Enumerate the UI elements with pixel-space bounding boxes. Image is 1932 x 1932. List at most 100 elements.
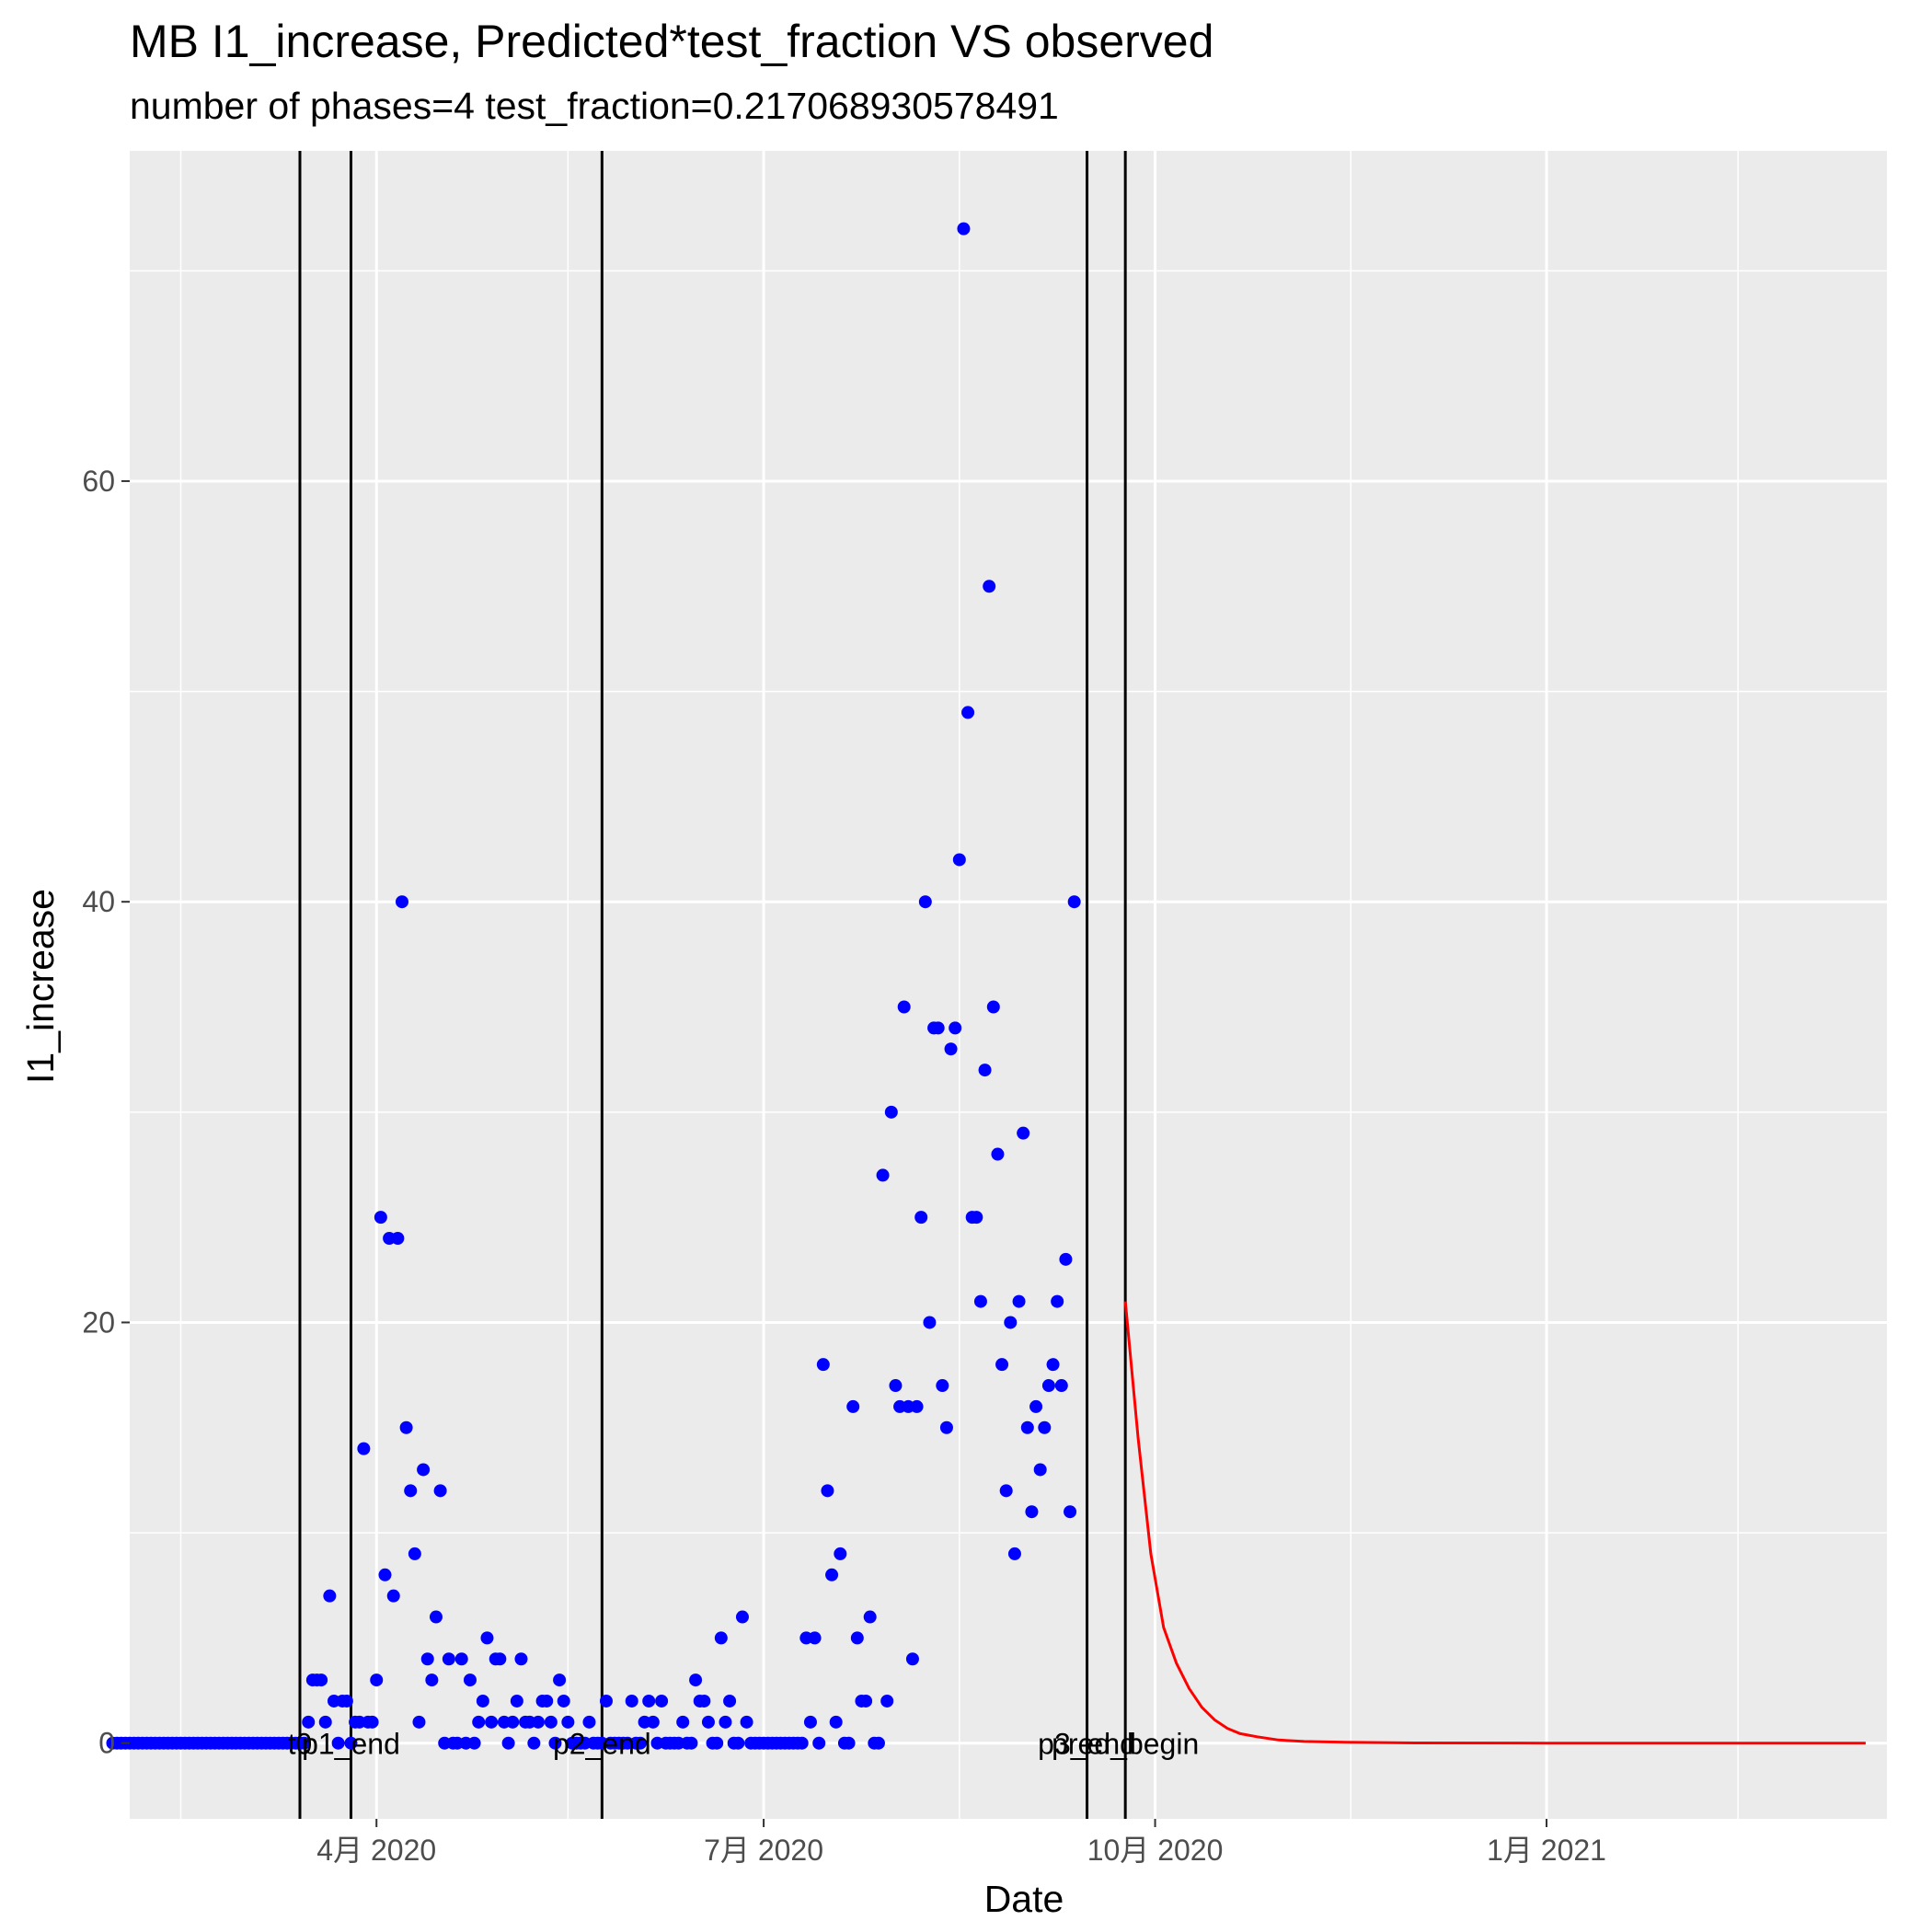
observed-point — [999, 1484, 1013, 1498]
observed-point — [1020, 1420, 1034, 1434]
observed-point — [374, 1211, 387, 1225]
observed-point — [506, 1715, 520, 1729]
x-tick-label: 10月 2020 — [1087, 1834, 1224, 1867]
observed-point — [846, 1399, 860, 1413]
observed-point — [339, 1694, 353, 1708]
observed-point — [480, 1631, 494, 1645]
observed-point — [684, 1736, 698, 1750]
observed-point — [863, 1610, 877, 1624]
observed-point — [1033, 1463, 1047, 1477]
observed-point — [710, 1736, 724, 1750]
observed-point — [986, 1000, 1000, 1014]
observed-point — [973, 1294, 987, 1308]
observed-point — [803, 1715, 817, 1729]
phase-label: p2_end — [553, 1728, 651, 1761]
observed-point — [1041, 1379, 1055, 1393]
phase-lines — [298, 151, 1127, 1819]
observed-point — [420, 1652, 434, 1666]
observed-point — [910, 1399, 924, 1413]
observed-point — [557, 1694, 570, 1708]
observed-point — [795, 1736, 809, 1750]
x-tick-label: 7月 2020 — [704, 1834, 823, 1867]
observed-point — [561, 1715, 575, 1729]
observed-point — [957, 222, 971, 236]
observed-point — [983, 580, 996, 593]
observed-point — [514, 1652, 528, 1666]
observed-point — [1067, 895, 1081, 909]
observed-points — [106, 222, 1081, 1750]
observed-point — [1007, 1547, 1021, 1560]
observed-point — [676, 1715, 690, 1729]
observed-point — [1054, 1379, 1068, 1393]
observed-point — [850, 1631, 864, 1645]
observed-point — [625, 1694, 638, 1708]
observed-point — [731, 1736, 745, 1750]
observed-point — [952, 853, 966, 867]
observed-point — [939, 1420, 953, 1434]
observed-point — [404, 1484, 418, 1498]
observed-point — [876, 1168, 890, 1182]
observed-point — [897, 1000, 911, 1014]
observed-point — [501, 1736, 515, 1750]
observed-point — [378, 1568, 392, 1581]
observed-point — [553, 1673, 567, 1687]
observed-point — [905, 1652, 919, 1666]
observed-point — [1064, 1505, 1077, 1519]
observed-point — [323, 1589, 337, 1603]
observed-point — [582, 1715, 596, 1729]
observed-point — [735, 1610, 749, 1624]
y-tick-label: 60 — [82, 465, 115, 498]
observed-point — [531, 1715, 545, 1729]
observed-point — [842, 1736, 856, 1750]
observed-point — [871, 1736, 885, 1750]
observed-point — [357, 1442, 371, 1455]
observed-point — [485, 1715, 499, 1729]
y-axis-title: I1_increase — [19, 889, 62, 1084]
observed-point — [1012, 1294, 1026, 1308]
observed-point — [1046, 1358, 1060, 1372]
observed-point — [408, 1547, 421, 1560]
observed-point — [689, 1673, 703, 1687]
observed-point — [719, 1715, 732, 1729]
observed-point — [442, 1652, 455, 1666]
axis-ticks: 0 20 40 60 4月 2020 7月 2020 10月 2020 1月 2021 — [82, 465, 1606, 1867]
observed-point — [1004, 1316, 1018, 1329]
observed-point — [399, 1420, 413, 1434]
observed-point — [417, 1463, 431, 1477]
observed-point — [991, 1147, 1005, 1161]
observed-point — [463, 1673, 477, 1687]
chart-subtitle: number of phases=4 test_fraction=0.21706… — [130, 85, 1059, 127]
observed-point — [701, 1715, 715, 1729]
observed-point — [961, 706, 975, 719]
observed-point — [646, 1715, 660, 1729]
observed-point — [884, 1105, 898, 1119]
observed-point — [859, 1694, 873, 1708]
observed-point — [391, 1231, 405, 1245]
observed-point — [1017, 1126, 1030, 1140]
observed-point — [297, 1736, 311, 1750]
observed-point — [633, 1736, 647, 1750]
observed-point — [808, 1631, 822, 1645]
observed-point — [1025, 1505, 1039, 1519]
y-tick-label: 0 — [98, 1727, 115, 1760]
observed-point — [825, 1568, 839, 1581]
observed-point — [655, 1694, 669, 1708]
observed-point — [812, 1736, 826, 1750]
phase-label: pred_begin — [1052, 1728, 1199, 1761]
chart-title: MB I1_increase, Predicted*test_fraction … — [130, 16, 1213, 67]
observed-point — [472, 1715, 486, 1729]
observed-point — [1059, 1252, 1073, 1266]
observed-point — [344, 1736, 358, 1750]
observed-point — [540, 1694, 554, 1708]
observed-point — [949, 1021, 962, 1035]
observed-point — [740, 1715, 753, 1729]
phase-label: p1_end — [302, 1728, 400, 1761]
observed-point — [412, 1715, 426, 1729]
observed-point — [829, 1715, 843, 1729]
observed-point — [395, 895, 408, 909]
observed-point — [944, 1042, 958, 1056]
observed-point — [642, 1694, 656, 1708]
observed-point — [386, 1589, 400, 1603]
observed-point — [454, 1652, 468, 1666]
